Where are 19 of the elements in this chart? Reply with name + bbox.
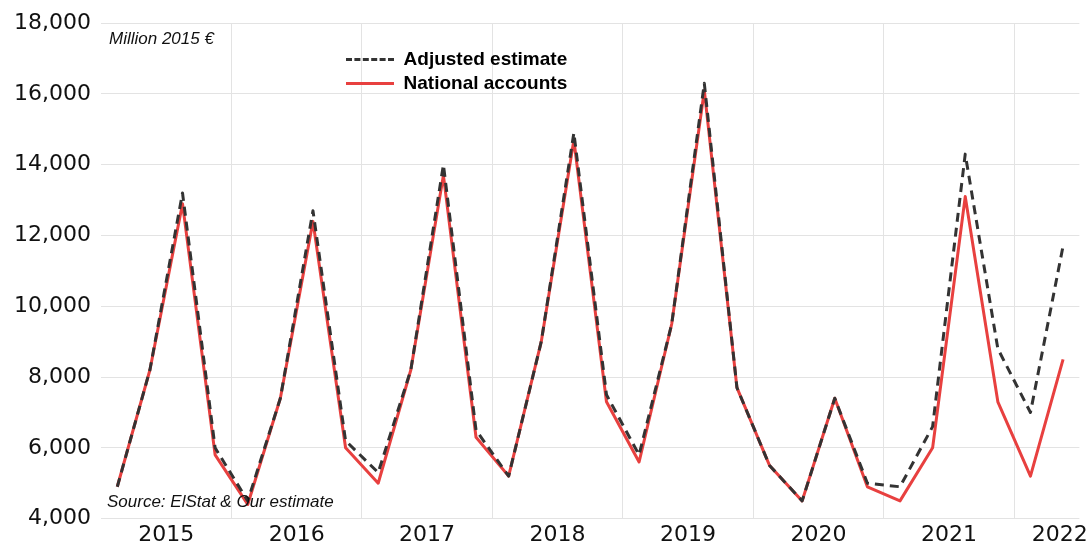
y-tick-label: 10,000	[13, 292, 91, 317]
y-tick-label: 12,000	[13, 221, 91, 247]
legend-label: Adjusted estimate	[403, 48, 568, 71]
y-tick-label: 16,000	[13, 79, 91, 105]
x-tick-label: 2019	[660, 520, 717, 546]
x-tick-label: 2017	[399, 520, 456, 546]
x-tick-label: 2018	[529, 520, 586, 546]
x-tick-label: 2020	[790, 520, 847, 546]
x-tick-label: 2022	[1031, 520, 1088, 546]
y-tick-label: 8,000	[27, 362, 91, 388]
annotation: Million 2015 €	[108, 29, 216, 49]
x-tick-label: 2015	[138, 520, 195, 546]
legend-label: National accounts	[403, 72, 568, 95]
y-tick-label: 18,000	[13, 8, 91, 34]
y-tick-label: 6,000	[27, 433, 91, 459]
y-tick-label: 4,000	[27, 504, 91, 530]
x-tick-label: 2021	[920, 520, 977, 546]
x-tick-label: 2016	[268, 520, 325, 546]
y-tick-label: 14,000	[13, 150, 91, 176]
